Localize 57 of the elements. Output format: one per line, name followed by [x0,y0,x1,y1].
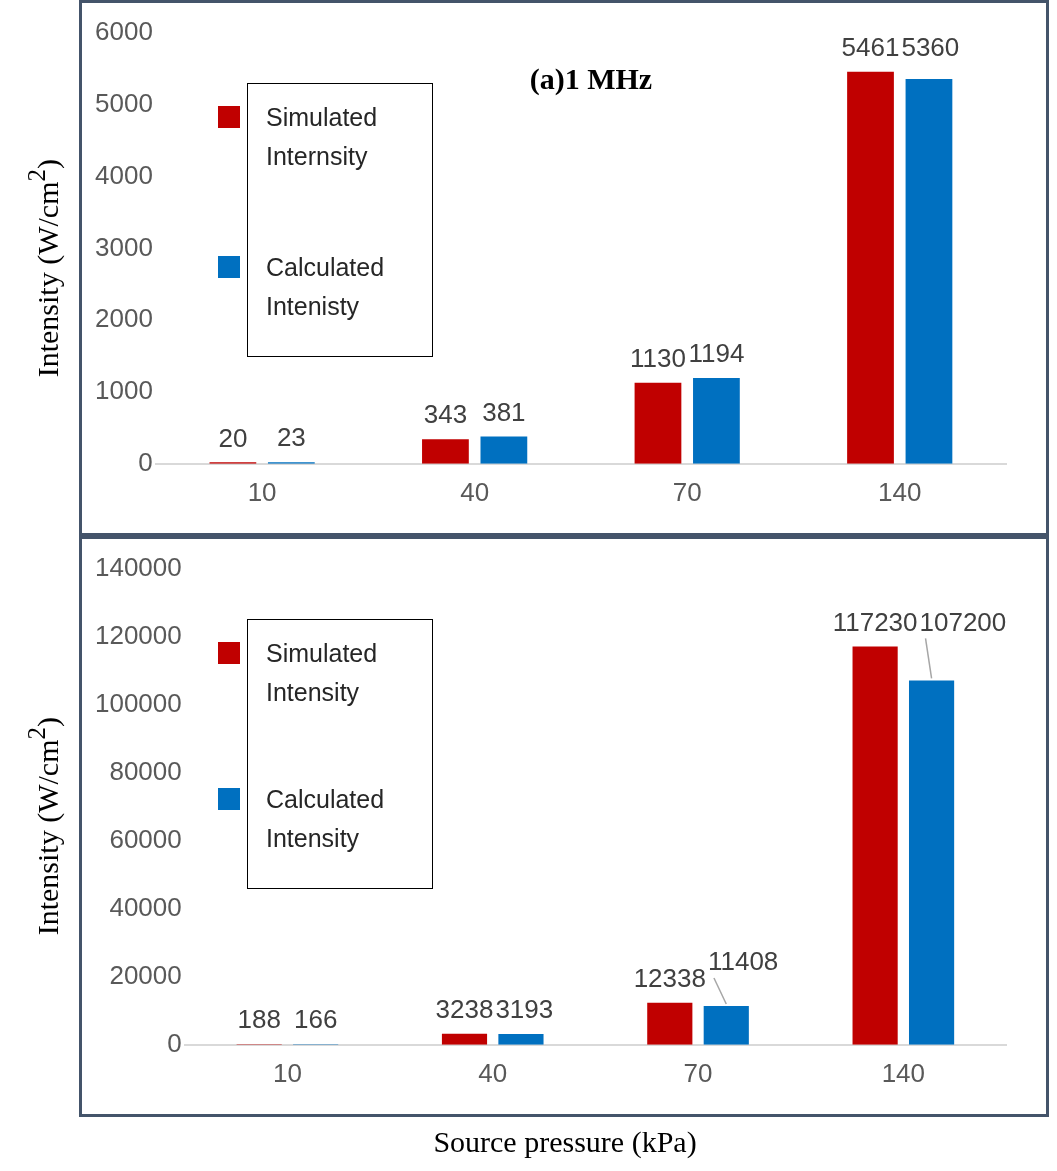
y-tick-label: 3000 [95,231,153,262]
bar [703,1006,749,1045]
data-label: 11408 [707,946,779,977]
y-tick-label: 20000 [109,960,182,990]
data-label: 117230 [832,606,918,637]
data-label: 3238 [435,993,494,1024]
data-label: 166 [293,1004,338,1035]
legend-label: Calculated Intenisty [266,252,386,322]
data-label: 3193 [495,993,554,1024]
x-tick-label: 40 [460,476,490,507]
y-tick-label: 40000 [109,892,182,923]
bar [634,382,682,464]
bar [693,378,740,464]
data-label: 1130 [630,342,686,373]
y-tick-label: 60000 [109,824,182,855]
y-tick-label: 4000 [95,159,153,190]
legend-label: Simulated Intensity [266,638,379,708]
data-label: 5461 [841,31,900,62]
y-tick-label: 0 [138,446,153,477]
x-tick-label: 140 [878,476,922,507]
bar [498,1033,544,1045]
bar [847,71,894,464]
x-axis-title: Source pressure (kPa) [432,1125,698,1159]
data-label: 343 [423,399,468,430]
legend-label: Calculated Intensity [266,784,386,854]
bar [905,78,953,464]
y-tick-label: 1000 [95,375,153,406]
y-tick-label: 5000 [95,87,153,118]
bar [852,646,898,1045]
data-label: 107200 [919,606,1007,637]
y-tick-label: 6000 [95,16,153,47]
y-tick-label: 100000 [94,688,182,719]
data-label: 20 [218,422,248,453]
y-tick-label: 80000 [109,756,182,787]
bar [647,1002,693,1045]
x-tick-label: 10 [272,1057,302,1088]
y-tick-label: 2000 [95,303,153,334]
x-tick-label: 140 [881,1057,926,1088]
bar [422,439,469,464]
data-label: 1194 [688,338,745,369]
y-tick-label: 120000 [94,620,182,651]
data-label: 12338 [633,963,706,994]
data-label: 5360 [901,31,960,62]
y-tick-label: 0 [167,1027,182,1058]
x-tick-label: 70 [683,1057,713,1088]
legend-label: Simulated Internsity [266,102,379,172]
x-tick-label: 40 [478,1057,508,1088]
bar [441,1033,488,1045]
data-label: 23 [276,422,306,453]
x-tick-label: 70 [672,476,702,507]
data-label: 188 [237,1004,281,1035]
y-tick-label: 140000 [94,552,182,583]
text: (a)1 MHz [529,61,653,96]
data-label: 381 [482,396,526,427]
bar [908,680,955,1045]
x-tick-label: 10 [247,476,277,507]
bar [480,436,528,464]
